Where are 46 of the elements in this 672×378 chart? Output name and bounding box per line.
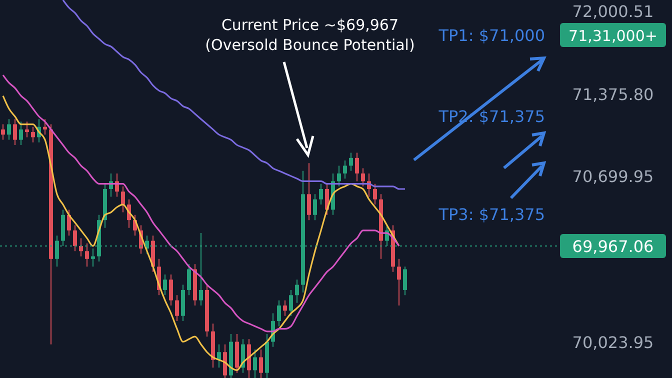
candlestick bbox=[283, 300, 287, 316]
text: (Oversold Bounce Potential) bbox=[205, 36, 415, 54]
candlestick bbox=[403, 266, 407, 296]
candlestick bbox=[67, 209, 71, 236]
candlestick bbox=[319, 183, 323, 206]
candlestick bbox=[187, 264, 191, 296]
candlestick bbox=[163, 274, 167, 296]
annotation: TP3: $71,375 bbox=[438, 205, 545, 224]
candlestick bbox=[355, 152, 359, 182]
candlestick bbox=[175, 294, 179, 322]
text: 70,699.95 bbox=[572, 167, 654, 186]
text: 70,023.95 bbox=[572, 333, 654, 352]
candlestick bbox=[373, 183, 377, 206]
candlestick bbox=[121, 186, 125, 213]
candlestick bbox=[169, 274, 173, 306]
candlestick bbox=[343, 160, 347, 180]
text: 71,375.80 bbox=[572, 85, 654, 104]
candlestick bbox=[13, 118, 17, 146]
text: TP1: $71,000 bbox=[438, 26, 545, 45]
candlestick bbox=[85, 242, 89, 268]
candlestick bbox=[295, 279, 299, 304]
text: 72,000.51 bbox=[572, 2, 654, 21]
candlestick bbox=[307, 162, 311, 221]
text: 69,967.06 bbox=[572, 236, 654, 256]
candlestick bbox=[91, 248, 95, 268]
candlestick bbox=[25, 121, 29, 138]
text: 71,31,000+ bbox=[568, 27, 658, 45]
candlestick bbox=[259, 349, 263, 378]
candlestick bbox=[361, 168, 365, 187]
candlestick bbox=[79, 238, 83, 257]
candlestick bbox=[7, 118, 11, 140]
candlestick bbox=[73, 224, 77, 252]
candlestick bbox=[337, 165, 341, 187]
candlestick bbox=[19, 121, 23, 146]
candlestick bbox=[217, 344, 221, 368]
candlestick bbox=[397, 258, 401, 306]
candlestick bbox=[1, 124, 5, 140]
candlestick bbox=[313, 194, 317, 221]
candlestick bbox=[31, 126, 35, 143]
candlestick bbox=[253, 349, 257, 378]
candlestick bbox=[277, 300, 281, 327]
candlestick bbox=[43, 118, 47, 136]
candlestick bbox=[349, 152, 353, 172]
candlestick bbox=[289, 289, 293, 316]
candlestick bbox=[223, 344, 227, 378]
text: Current Price ~$69,967 bbox=[221, 16, 399, 34]
